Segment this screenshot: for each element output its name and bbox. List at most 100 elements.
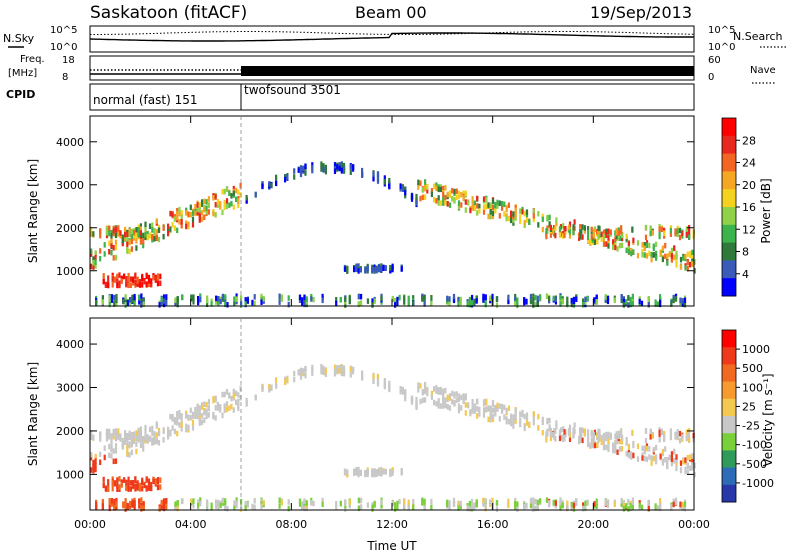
power-echo-cell — [555, 220, 558, 227]
velocity-echo-cell — [361, 375, 364, 381]
power-echo-cell — [335, 297, 338, 303]
power-echo-cell — [148, 223, 152, 229]
power-echo-cell — [572, 224, 575, 230]
velocity-echo-cell — [154, 479, 157, 486]
power-echo-cell — [262, 296, 265, 302]
velocity-echo-cell — [389, 471, 392, 478]
velocity-echo-cell — [90, 467, 93, 473]
power-echo-cell — [555, 217, 558, 223]
velocity-echo-cell — [485, 406, 488, 412]
power-echo-cell — [112, 245, 115, 251]
velocity-echo-cell — [446, 499, 449, 506]
power-echo-cell — [453, 198, 456, 204]
power-echo-cell — [117, 231, 120, 237]
power-echo-cell — [525, 209, 529, 215]
power-echo-cell — [614, 236, 617, 242]
velocity-echo-cell — [615, 437, 618, 443]
velocity-echo-cell — [686, 454, 689, 461]
velocity-echo-cell — [437, 398, 440, 404]
power-echo-cell — [549, 224, 552, 231]
velocity-echo-cell — [139, 442, 142, 448]
velocity-echo-cell — [510, 413, 513, 420]
power-echo-cell — [116, 273, 119, 280]
power-echo-cell — [605, 232, 608, 238]
velocity-echo-cell — [194, 406, 197, 413]
power-echo-cell — [444, 185, 447, 191]
power-echo-cell — [532, 213, 535, 219]
velocity-echo-cell — [128, 452, 131, 458]
velocity-echo-cell — [201, 404, 204, 410]
velocity-echo-cell — [681, 433, 684, 440]
power-echo-cell — [275, 180, 278, 187]
power-echo-cell — [489, 209, 492, 215]
velocity-echo-cell — [675, 457, 678, 463]
velocity-echo-cell — [157, 440, 161, 446]
power-echo-cell — [686, 259, 689, 266]
power-echo-cell — [627, 295, 630, 301]
velocity-echo-cell — [396, 500, 399, 507]
power-echo-cell — [682, 255, 685, 261]
velocity-echo-cell — [457, 403, 461, 409]
power-echo-cell — [130, 233, 133, 239]
power-echo-cell — [154, 276, 157, 282]
velocity-echo-cell — [108, 505, 111, 512]
power-echo-cell — [171, 222, 174, 228]
velocity-echo-cell — [536, 499, 539, 506]
velocity-echo-cell — [442, 394, 445, 400]
velocity-echo-cell — [380, 466, 383, 473]
power-echo-cell — [103, 251, 106, 257]
velocity-echo-cell — [512, 423, 515, 429]
power-echo-cell — [636, 252, 640, 259]
velocity-echo-cell — [618, 446, 621, 452]
velocity-echo-cell — [678, 430, 682, 437]
velocity-echo-cell — [223, 407, 226, 413]
velocity-echo-cell — [176, 414, 179, 420]
power-echo-cell — [647, 301, 650, 308]
power-echo-cell — [516, 297, 519, 303]
power-echo-cell — [157, 224, 161, 231]
power-echo-cell — [505, 204, 508, 211]
velocity-echo-cell — [205, 408, 208, 414]
velocity-echo-cell — [444, 387, 447, 394]
nave-tick-bottom: 0 — [708, 72, 714, 83]
power-echo-cell — [244, 297, 247, 303]
power-echo-cell — [159, 273, 162, 280]
power-echo-cell — [394, 302, 397, 308]
power-echo-cell — [681, 301, 684, 307]
velocity-echo-cell — [138, 498, 141, 504]
velocity-echo-cell — [207, 399, 210, 405]
power-echo-cell — [206, 295, 209, 301]
velocity-echo-cell — [679, 467, 683, 474]
velocity-echo-cell — [298, 501, 302, 507]
power-echo-cell — [391, 296, 394, 303]
velocity-echo-cell — [473, 408, 476, 414]
power-echo-cell — [131, 297, 134, 304]
power-echo-cell — [514, 293, 517, 300]
power-echo-cell — [140, 293, 143, 299]
velocity-echo-cell — [568, 424, 572, 431]
power-echo-cell — [235, 196, 238, 203]
velocity-echo-cell — [516, 506, 519, 512]
velocity-echo-cell — [333, 364, 337, 371]
velocity-echo-cell — [134, 477, 137, 483]
velocity-echo-cell — [595, 503, 598, 509]
velocity-echo-cell — [324, 371, 327, 377]
power-echo-cell — [583, 225, 586, 231]
power-echo-cell — [349, 169, 352, 175]
power-echo-cell — [117, 225, 120, 231]
velocity-echo-cell — [339, 500, 342, 507]
velocity-echo-cell — [613, 501, 616, 507]
power-echo-cell — [99, 228, 102, 234]
velocity-echo-cell — [532, 416, 535, 422]
velocity-echo-cell — [376, 381, 380, 387]
power-echo-cell — [112, 230, 115, 237]
velocity-echo-cell — [260, 503, 263, 509]
power-echo-cell — [636, 240, 640, 246]
power-echo-cell — [664, 253, 667, 260]
power-echo-cell — [407, 295, 410, 302]
velocity-echo-cell — [156, 484, 160, 490]
power-echo-cell — [512, 211, 515, 217]
velocity-echo-cell — [503, 404, 506, 411]
power-echo-cell — [311, 162, 314, 168]
power-echo-cell — [412, 295, 415, 301]
